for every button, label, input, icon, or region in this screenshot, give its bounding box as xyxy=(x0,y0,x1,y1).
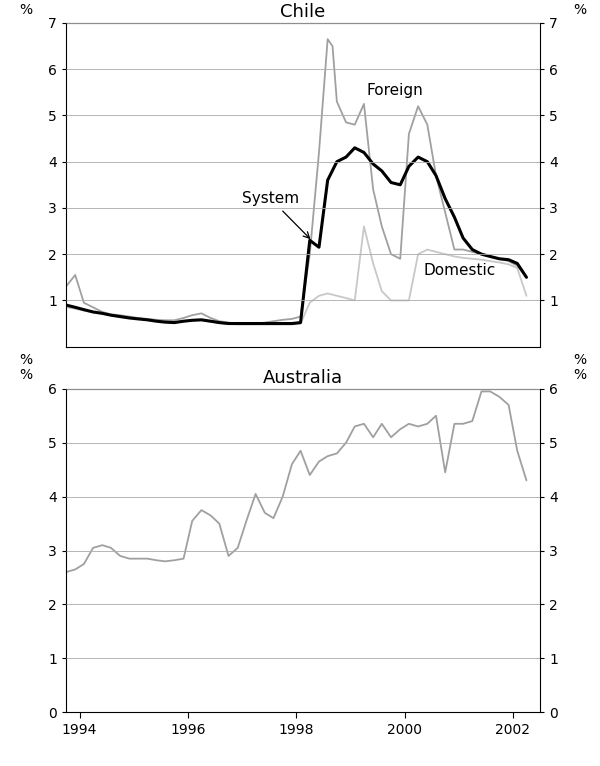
Text: Foreign: Foreign xyxy=(367,83,424,97)
Text: %: % xyxy=(574,368,587,382)
Text: %: % xyxy=(574,2,587,17)
Text: System: System xyxy=(242,192,310,238)
Text: %: % xyxy=(19,353,32,367)
Text: %: % xyxy=(574,353,587,367)
Text: Domestic: Domestic xyxy=(424,263,496,278)
Title: Chile: Chile xyxy=(280,3,326,21)
Text: %: % xyxy=(19,368,32,382)
Text: %: % xyxy=(19,2,32,17)
Title: Australia: Australia xyxy=(263,369,343,387)
